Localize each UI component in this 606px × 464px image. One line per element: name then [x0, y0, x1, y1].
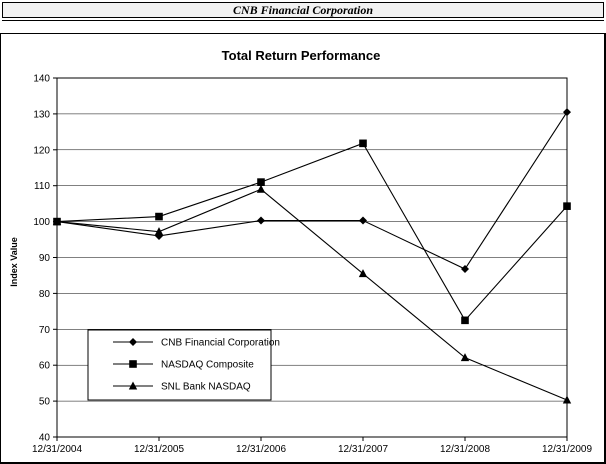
data-point — [461, 264, 469, 273]
axis-layer: 40 50 60 70 80 90 100 110 120 130 140 12/31/2004 12/… — [32, 74, 592, 456]
data-point — [155, 212, 163, 221]
grid-layer — [57, 113, 567, 402]
y-tick-label: 40 — [39, 433, 51, 444]
y-tick-label: 130 — [33, 109, 50, 120]
series-2 — [52, 184, 572, 404]
data-point — [257, 178, 265, 186]
data-point — [52, 217, 62, 226]
data-point — [256, 184, 266, 193]
chart-title: Total Return Performance — [222, 48, 381, 63]
y-tick-label: 90 — [39, 253, 51, 264]
data-point — [563, 108, 571, 117]
series-0 — [53, 108, 571, 273]
company-banner: CNB Financial Corporation — [2, 2, 604, 18]
data-point — [359, 139, 367, 148]
data-point — [359, 216, 367, 225]
y-tick-label: 120 — [33, 145, 50, 156]
data-point — [461, 316, 469, 325]
data-point — [358, 269, 368, 278]
x-tick-label: 12/31/2008 — [440, 444, 490, 455]
data-point — [154, 227, 164, 236]
x-tick-label: 12/31/2006 — [236, 444, 286, 455]
legend-item: CNB Financial Corporation — [113, 338, 280, 349]
data-point — [257, 216, 265, 225]
data-point — [563, 202, 571, 210]
y-tick-label: 70 — [39, 325, 51, 336]
legend-swatch-marker — [128, 381, 138, 390]
legend-swatch-marker — [129, 360, 137, 368]
series-line — [56, 188, 568, 401]
y-tick-label: 100 — [33, 217, 50, 228]
series-layer — [52, 108, 572, 404]
x-tick-label: 12/31/2007 — [338, 444, 388, 455]
legend-label: SNL Bank NASDAQ — [161, 382, 251, 393]
y-axis-title: Index Value — [9, 237, 19, 287]
banner-divider — [2, 20, 604, 21]
series-line — [56, 142, 568, 322]
y-tick-label: 50 — [39, 397, 51, 408]
y-tick-label: 60 — [39, 361, 51, 372]
y-tick-label: 80 — [39, 289, 51, 300]
legend-label: CNB Financial Corporation — [161, 338, 280, 349]
legend-label: NASDAQ Composite — [161, 360, 254, 371]
x-tick-label: 12/31/2005 — [134, 444, 184, 455]
x-tick-label: 12/31/2009 — [542, 444, 592, 455]
y-tick-label: 140 — [33, 74, 50, 85]
legend-item: NASDAQ Composite — [113, 360, 254, 371]
data-point — [562, 395, 572, 404]
legend-swatch-marker — [129, 338, 137, 346]
data-point — [460, 353, 470, 362]
legend: CNB Financial Corporation NASDAQ Composit… — [87, 329, 280, 401]
series-line — [56, 111, 568, 270]
company-banner-text: CNB Financial Corporation — [232, 3, 374, 17]
x-tick-label: 12/31/2004 — [32, 444, 82, 455]
y-tick-label: 110 — [34, 181, 50, 192]
legend-item: SNL Bank NASDAQ — [113, 381, 251, 393]
